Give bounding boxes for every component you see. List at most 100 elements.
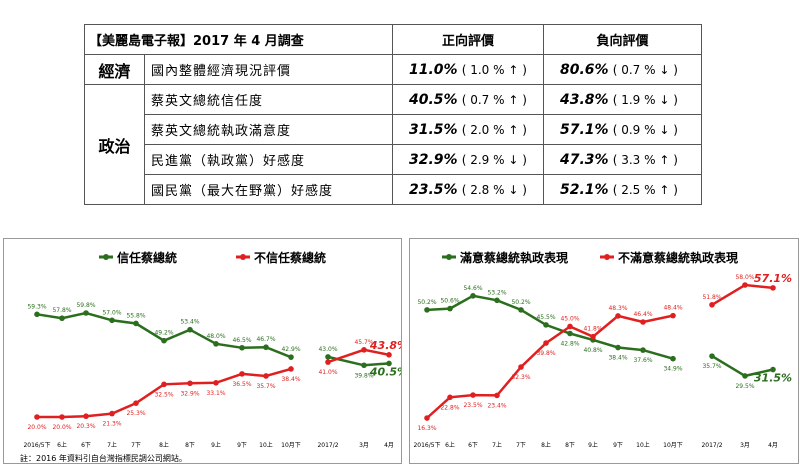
data-point: [494, 297, 500, 304]
x-tick-label: 6下: [81, 442, 91, 449]
data-point: [239, 371, 245, 377]
data-point: [386, 360, 392, 367]
positive-change: ( 2.9 % ↓ ): [461, 152, 527, 167]
data-point: [386, 352, 392, 358]
data-point: [615, 344, 621, 351]
data-point: [187, 326, 193, 333]
positive-change: ( 2.0 % ↑ ): [461, 122, 527, 137]
negative-value: 47.3%: [560, 151, 609, 168]
data-label: 57.0%: [102, 309, 121, 316]
data-point: [742, 282, 748, 288]
trust-chart: 信任蔡總統 不信任蔡總統 59.3% 57.8% 59.8% 57.0% 55.8% 49.2…: [20, 250, 408, 463]
negative-cell: 80.6% ( 0.7 % ↓ ): [543, 54, 702, 85]
table-title: 【美麗島電子報】2017 年 4 月調查: [84, 24, 393, 55]
positive-value: 40.5%: [409, 91, 458, 108]
positive-header: 正向評價: [392, 24, 544, 55]
data-point: [543, 322, 549, 328]
x-tick-label: 7下: [516, 442, 526, 449]
x-tick-label: 3月: [359, 442, 369, 449]
data-label: 32.9%: [180, 390, 199, 397]
table-row: 國民黨（最大在野黨）好感度 23.5% ( 2.8 % ↓ ) 52.1% ( …: [85, 174, 702, 205]
data-label: 53.2%: [487, 289, 506, 296]
negative-change: ( 0.7 % ↓ ): [612, 62, 678, 77]
satisfaction-chart-panel: 滿意蔡總統執政表現 不滿意蔡總統執政表現 50.2% 50.6% 54.6% 53.2% 5…: [409, 238, 799, 464]
data-label: 54.6%: [463, 285, 482, 292]
data-point: [34, 414, 40, 420]
data-point: [213, 341, 219, 347]
x-tick-label: 2017/2: [317, 442, 338, 449]
data-point: [590, 333, 596, 340]
data-point: [361, 347, 367, 353]
data-point: [670, 312, 676, 319]
x-tick-label: 2016/5下: [23, 442, 50, 449]
table-row: 民進黨（執政黨）好感度 32.9% ( 2.9 % ↓ ) 47.3% ( 3.…: [85, 144, 702, 175]
data-label: 43.0%: [318, 346, 337, 353]
table-header-row: 【美麗島電子報】2017 年 4 月調查 正向評價 負向評價: [84, 24, 702, 55]
data-point: [161, 381, 167, 388]
data-point: [133, 320, 139, 327]
data-label: 48.0%: [206, 333, 225, 340]
data-label: 20.0%: [52, 424, 71, 431]
data-point: [494, 392, 500, 399]
data-label: 31.5%: [754, 372, 792, 385]
positive-cell: 11.0% ( 1.0 % ↑ ): [392, 54, 544, 85]
data-label: 41.8%: [583, 326, 602, 333]
data-label: 16.3%: [417, 425, 436, 432]
data-label: 35.7%: [702, 363, 721, 370]
data-label: 53.4%: [180, 319, 199, 326]
data-point: [263, 344, 269, 351]
item-cell: 蔡英文總統執政滿意度: [144, 114, 393, 145]
data-label: 20.3%: [76, 423, 95, 430]
legend-marker: [103, 254, 109, 260]
data-label: 50.2%: [417, 299, 436, 306]
data-point: [325, 354, 331, 360]
data-label: 49.2%: [154, 330, 173, 337]
data-label: 57.8%: [52, 307, 71, 314]
category-cell: 經濟: [84, 54, 145, 85]
x-tick-label: 6上: [57, 441, 67, 449]
positive-cell: 23.5% ( 2.8 % ↓ ): [392, 174, 544, 205]
data-label: 48.3%: [608, 305, 627, 312]
legend-label: 不滿意蔡總統執政表現: [618, 250, 738, 265]
x-tick-label: 8上: [541, 441, 551, 449]
data-point: [567, 323, 573, 330]
legend-marker: [446, 254, 452, 260]
data-label: 34.9%: [663, 366, 682, 373]
data-label: 58.0%: [735, 274, 754, 281]
data-label: 45.0%: [560, 315, 579, 322]
x-tick-label: 8下: [185, 442, 195, 449]
data-point: [109, 317, 115, 324]
x-tick-label: 7上: [492, 441, 502, 449]
data-label: 50.6%: [440, 298, 459, 305]
data-point: [640, 347, 646, 353]
table-row: 政治 蔡英文總統信任度 40.5% ( 0.7 % ↑ ) 43.8% ( 1.…: [84, 84, 702, 205]
x-tick-label: 9下: [613, 442, 623, 449]
data-label: 20.0%: [27, 424, 46, 431]
x-tick-label: 2016/5下: [413, 442, 440, 449]
item-cell: 蔡英文總統信任度: [144, 84, 393, 115]
negative-change: ( 1.9 % ↓ ): [612, 92, 678, 107]
data-label: 33.1%: [206, 390, 225, 397]
negative-change: ( 3.3 % ↑ ): [612, 152, 678, 167]
data-label: 42.8%: [560, 340, 579, 347]
positive-value: 11.0%: [409, 61, 458, 78]
data-point: [133, 400, 139, 406]
positive-change: ( 0.7 % ↑ ): [461, 92, 527, 107]
negative-change: ( 2.5 % ↑ ): [612, 182, 678, 197]
data-label: 45.5%: [536, 314, 555, 321]
data-point: [424, 307, 430, 313]
data-point: [518, 307, 524, 313]
legend-marker: [240, 254, 246, 260]
data-point: [447, 305, 453, 312]
data-point: [288, 354, 294, 360]
x-tick-label: 9上: [211, 441, 221, 449]
positive-change: ( 2.8 % ↓ ): [461, 182, 527, 197]
negative-value: 43.8%: [560, 91, 609, 108]
data-label: 57.1%: [754, 272, 792, 285]
table-row: 經濟 國內整體經濟現況評價 11.0% ( 1.0 % ↑ ) 80.6% ( …: [84, 54, 702, 85]
data-label: 51.8%: [702, 294, 721, 301]
data-label: 39.8%: [536, 350, 555, 357]
data-point: [543, 340, 549, 346]
positive-value: 23.5%: [409, 181, 458, 198]
x-tick-label: 2017/2: [701, 442, 722, 449]
